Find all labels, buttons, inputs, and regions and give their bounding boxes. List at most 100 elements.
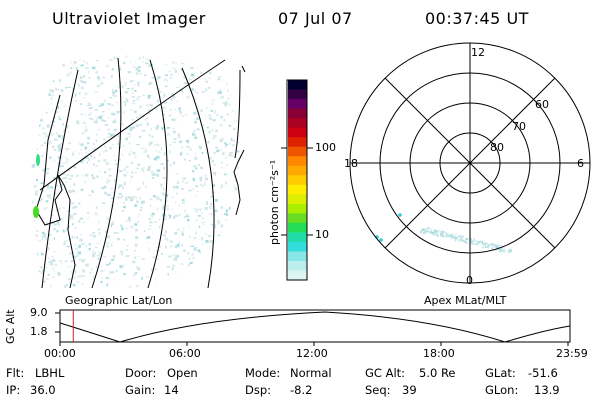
speckle-dot [150,141,153,144]
speckle-dot [108,108,110,110]
speckle-dot [110,187,113,190]
speckle-dot [182,201,185,204]
speckle-dot [47,186,50,189]
speckle-dot [99,105,101,108]
speckle-dot [58,147,61,150]
speckle-dot [95,139,98,143]
speckle-dot [36,148,38,151]
speckle-dot [90,253,94,255]
speckle-dot [118,66,122,68]
speckle-dot [104,124,108,126]
colorbar-segment [288,146,307,157]
colorbar-segment [288,213,307,224]
speckle-dot [46,132,48,134]
speckle-dot [51,214,54,216]
speckle-dot [196,117,199,121]
speckle-dot [101,114,105,116]
speckle-dot [163,187,165,191]
speckle-dot [66,227,68,230]
speckle-dot [151,135,154,138]
speckle-dot [151,77,155,79]
speckle-dot [198,145,202,149]
speckle-dot [68,278,71,280]
speckle-dot [191,87,194,91]
speckle-dot [45,266,47,269]
speckle-dot [79,76,83,80]
speckle-dot [108,236,110,239]
speckle-dot [237,150,240,153]
speckle-dot [46,188,50,190]
speckle-dot [181,231,184,234]
flt-label: Flt: [6,366,25,380]
speckle-dot [210,203,213,206]
speckle-dot [223,213,226,215]
speckle-dot [214,173,216,176]
speckle-dot [137,268,141,271]
speckle-dot [145,118,147,121]
speckle-dot [96,84,101,88]
speckle-dot [113,56,115,60]
speckle-dot [192,170,195,173]
speckle-dot [112,255,116,258]
speckle-dot [180,69,183,71]
speckle-dot [84,114,88,116]
polar-speckle-dot [458,238,461,240]
speckle-dot [158,88,160,90]
speckle-dot [233,185,235,188]
polar-speckle-dot [484,243,486,247]
polar-speckle-dot [495,245,498,247]
speckle-dot [40,251,42,255]
speckle-dot [55,111,59,113]
speckle-dot [214,199,218,202]
speckle-dot [59,79,62,83]
speckle-dot [135,236,139,239]
altitude-tick-1-8: 1.8 [30,325,48,338]
speckle-dot [134,110,137,113]
speckle-dot [182,227,185,230]
speckle-dot [66,126,69,129]
speckle-dot [165,217,168,220]
mlt-label-12: 12 [471,46,485,59]
speckle-dot [94,247,98,249]
glat-label: GLat: [485,366,516,380]
speckle-dot [208,206,211,209]
polar-speckle-dot [434,233,437,236]
speckle-dot [226,113,229,116]
speckle-dot [62,64,65,67]
speckle-dot [92,234,96,238]
speckle-dot [205,88,208,92]
polar-speckle-dot [495,246,498,248]
speckle-dot [123,205,126,209]
speckle-dot [80,143,84,146]
polar-speckle-dot [492,245,496,248]
speckle-dot [82,81,87,84]
speckle-dot [80,103,82,106]
speckle-dot [67,148,71,150]
speckle-dot [85,263,89,267]
speckle-dot [153,195,156,198]
speckle-dot [130,61,132,63]
speckle-dot [229,142,231,146]
speckle-dot [186,218,190,222]
polar-speckle-dot [507,249,511,252]
speckle-dot [41,235,44,238]
speckle-dot [136,144,140,146]
speckle-dot [227,103,231,106]
polar-speckle-dot [473,238,475,240]
speckle-dot [136,167,139,170]
speckle-dot [118,196,122,199]
speckle-dot [126,88,130,90]
speckle-dot [166,239,169,241]
polar-speckle-dot [487,244,490,247]
speckle-dot [62,172,66,175]
speckle-dot [48,197,52,199]
speckle-dot [169,109,173,111]
speckle-dot [210,207,214,209]
speckle-dot [64,229,67,233]
altitude-tick-9: 9.0 [30,306,48,319]
time-tick-1200: 12:00 [296,347,328,360]
speckle-dot [228,154,231,157]
speckle-dot [67,266,72,268]
speckle-dot [106,216,109,220]
speckle-dot [171,67,174,69]
